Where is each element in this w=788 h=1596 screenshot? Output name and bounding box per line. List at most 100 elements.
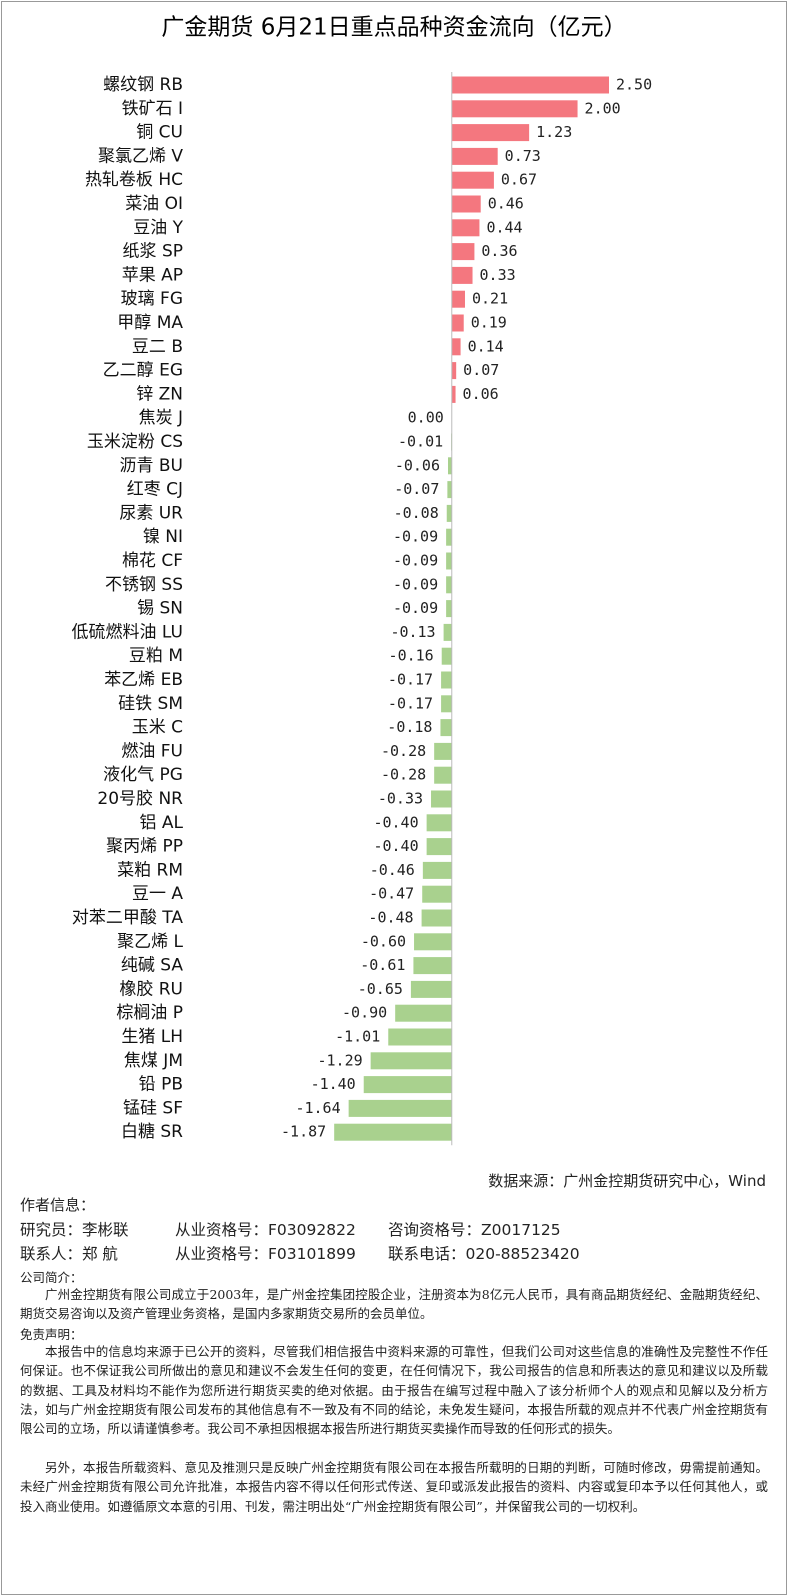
category-label: 20号胶 NR xyxy=(97,789,183,809)
category-label: 豆一 A xyxy=(132,884,183,904)
value-label: -0.60 xyxy=(361,932,406,950)
category-label: 豆粕 M xyxy=(129,646,183,666)
category-label: 热轧卷板 HC xyxy=(85,170,183,190)
company-heading: 公司简介： xyxy=(20,1270,83,1285)
bar xyxy=(422,861,452,879)
bar xyxy=(388,1028,452,1046)
bar xyxy=(413,957,452,975)
category-label: 硅铁 SM xyxy=(118,694,183,714)
bar xyxy=(451,243,475,261)
category-label: 锰硅 SF xyxy=(123,1098,183,1118)
value-label: -0.07 xyxy=(394,480,439,498)
value-label: -0.09 xyxy=(393,575,438,593)
bar xyxy=(446,528,452,546)
bar xyxy=(363,1076,452,1094)
bar xyxy=(451,124,530,142)
bar xyxy=(426,838,452,856)
value-label: 0.46 xyxy=(488,195,524,213)
bar xyxy=(441,695,452,713)
bar xyxy=(451,362,457,380)
bar xyxy=(446,552,452,570)
category-label: 豆二 B xyxy=(132,337,183,357)
bar xyxy=(434,766,452,784)
contact: 联系人：郑 航 xyxy=(20,1245,118,1263)
value-label: -0.46 xyxy=(370,861,415,879)
category-label: 玉米淀粉 CS xyxy=(87,432,183,452)
bar xyxy=(348,1099,452,1117)
value-label: 0.14 xyxy=(468,337,504,355)
bar xyxy=(451,100,578,118)
source: 数据来源：广州金控期货研究中心，Wind xyxy=(488,1172,766,1190)
bar xyxy=(414,933,452,951)
value-label: 0.36 xyxy=(481,242,517,260)
category-label: 沥青 BU xyxy=(119,456,183,476)
category-label: 棉花 CF xyxy=(122,551,183,571)
value-label: 0.33 xyxy=(480,266,516,284)
category-label: 纯碱 SA xyxy=(121,956,184,976)
author-heading: 作者信息： xyxy=(20,1196,96,1214)
category-label: 白糖 SR xyxy=(121,1122,183,1142)
value-label: -0.18 xyxy=(387,718,432,736)
category-label: 橡胶 RU xyxy=(119,979,183,999)
value-label: -1.87 xyxy=(281,1123,326,1141)
researcher-consult: 咨询资格号：Z0017125 xyxy=(388,1221,561,1239)
value-label: 0.67 xyxy=(501,171,537,189)
bar xyxy=(446,504,452,522)
category-label: 菜粕 RM xyxy=(117,860,183,880)
chart-title: 广金期货 6月21日重点品种资金流向（亿元） xyxy=(161,15,626,41)
value-label: 2.00 xyxy=(585,99,621,117)
category-label: 菜油 OI xyxy=(125,194,183,214)
company-text: 广州金控期货有限公司成立于2003年，是广州金控集团控股企业，注册资本为8亿元人… xyxy=(20,1287,768,1322)
value-label: -0.28 xyxy=(381,766,426,784)
bar xyxy=(434,742,452,760)
category-label: 锌 ZN xyxy=(136,384,183,404)
value-label: 0.07 xyxy=(463,361,499,379)
value-label: -0.40 xyxy=(373,837,418,855)
category-label: 焦炭 J xyxy=(139,408,183,428)
value-label: -0.01 xyxy=(398,433,443,451)
value-label: -0.06 xyxy=(395,456,440,474)
disclaimer-heading: 免责声明： xyxy=(20,1327,83,1342)
category-label: 苯乙烯 EB xyxy=(104,670,183,690)
category-label: 玻璃 FG xyxy=(121,289,183,309)
bar xyxy=(370,1052,452,1070)
bar xyxy=(447,481,452,499)
disclaimer-text: 本报告中的信息均来源于已公开的资料，尽管我们相信报告中资料来源的可靠性，但我们公… xyxy=(20,1344,768,1437)
bar xyxy=(441,671,452,689)
category-label: 锡 SN xyxy=(137,599,183,619)
value-label: -0.17 xyxy=(388,671,433,689)
category-label: 生猪 LH xyxy=(121,1027,183,1047)
value-label: 0.44 xyxy=(486,218,522,236)
category-label: 豆油 Y xyxy=(133,218,183,238)
value-label: -0.65 xyxy=(358,980,403,998)
bar xyxy=(451,314,464,332)
category-label: 玉米 C xyxy=(132,718,183,738)
category-label: 对苯二甲酸 TA xyxy=(72,908,183,928)
category-label: 铜 CU xyxy=(136,123,183,143)
value-label: -0.61 xyxy=(360,956,405,974)
category-label: 纸浆 SP xyxy=(123,242,183,262)
contact-phone: 联系电话：020-88523420 xyxy=(388,1245,580,1263)
bar xyxy=(421,909,452,927)
value-label: -0.09 xyxy=(393,552,438,570)
category-label: 苹果 AP xyxy=(122,265,183,285)
value-label: 2.50 xyxy=(616,76,652,94)
researcher-license: 从业资格号：F03092822 xyxy=(175,1221,356,1239)
bar xyxy=(440,719,452,737)
bar xyxy=(451,147,498,165)
bar xyxy=(451,290,465,308)
bar xyxy=(451,76,609,94)
value-label: 0.19 xyxy=(471,314,507,332)
bar xyxy=(448,457,452,475)
category-label: 低硫燃料油 LU xyxy=(72,622,183,642)
value-label: 1.23 xyxy=(536,123,572,141)
bar xyxy=(431,790,452,808)
bar xyxy=(395,1004,452,1022)
bar xyxy=(451,266,473,284)
category-label: 聚丙烯 PP xyxy=(106,837,183,857)
value-label: -0.09 xyxy=(393,599,438,617)
value-label: -0.08 xyxy=(394,504,439,522)
category-label: 聚乙烯 L xyxy=(117,932,183,952)
value-label: -1.29 xyxy=(317,1051,362,1069)
